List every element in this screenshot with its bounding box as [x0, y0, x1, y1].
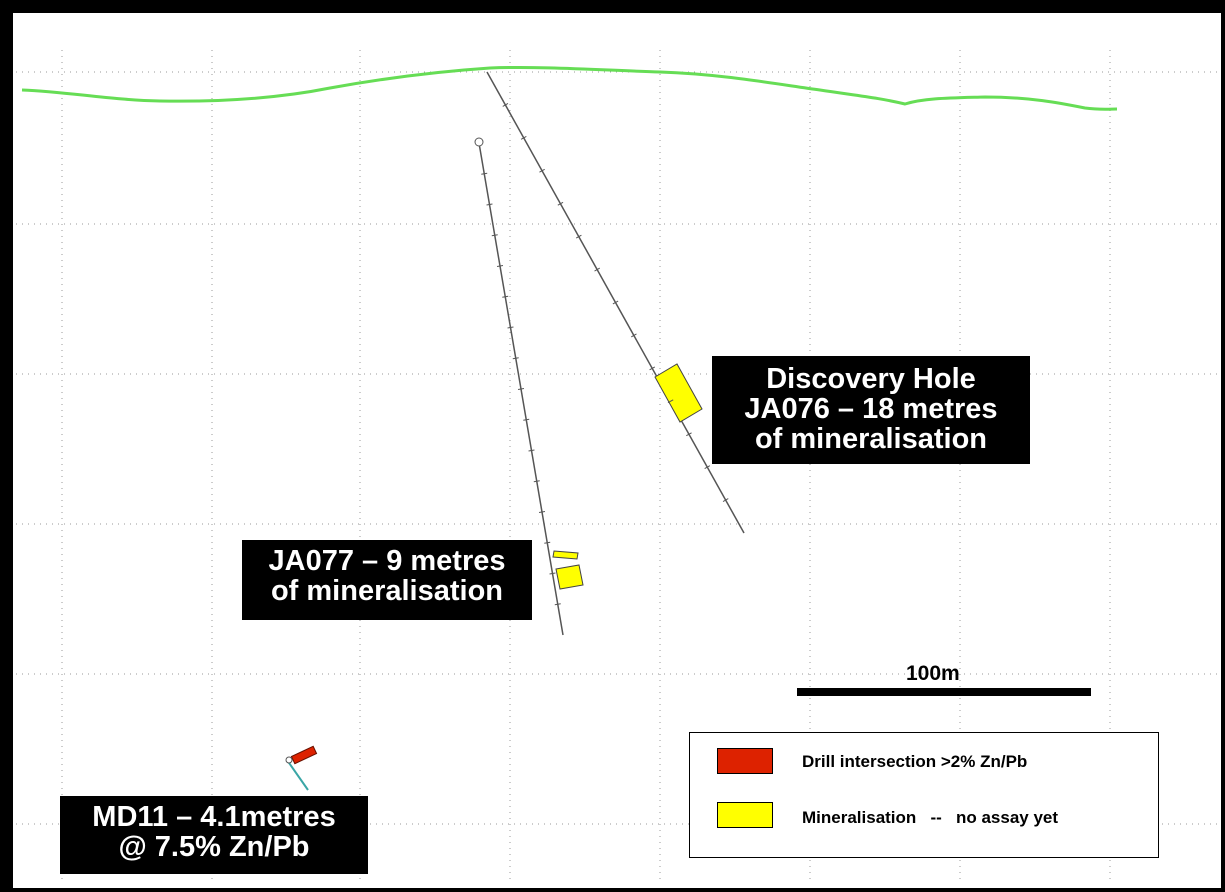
depth-tick	[722, 498, 729, 502]
callout-ja076: Discovery Hole JA076 – 18 metres of mine…	[712, 356, 1030, 464]
topography-line	[21, 65, 1118, 111]
depth-tick	[544, 541, 551, 544]
depth-tick	[686, 432, 692, 437]
depth-tick	[491, 234, 498, 237]
depth-tick	[575, 234, 582, 239]
depth-tick	[649, 366, 656, 371]
legend-swatch-intersection	[717, 748, 773, 774]
depth-tick	[502, 295, 509, 298]
scale-bar	[797, 688, 1091, 696]
collar-ja077	[474, 137, 484, 147]
depth-tick	[486, 203, 493, 206]
callout-ja077-line1: JA077 – 9 metres	[268, 545, 506, 577]
depth-tick	[594, 267, 601, 272]
mineralisation-ja077-lower	[555, 564, 584, 590]
callout-md11-line2: @ 7.5% Zn/Pb	[118, 831, 310, 864]
collar-md11	[285, 756, 293, 764]
legend: Drill intersection >2% Zn/Pb Mineralisat…	[689, 732, 1159, 858]
depth-tick	[502, 103, 509, 107]
depth-tick	[538, 511, 546, 513]
callout-md11: MD11 – 4.1metres @ 7.5% Zn/Pb	[60, 796, 368, 874]
depth-tick	[630, 333, 637, 338]
callout-md11-line1: MD11 – 4.1metres	[92, 801, 336, 833]
mineralisation-ja076	[654, 363, 703, 423]
depth-tick	[554, 603, 561, 606]
scale-bar-label: 100m	[906, 662, 960, 685]
depth-tick	[549, 572, 556, 575]
depth-tick	[512, 357, 519, 360]
depth-tick	[517, 388, 525, 390]
depth-ticks	[481, 103, 729, 606]
depth-tick	[667, 399, 674, 404]
depth-tick	[481, 172, 488, 175]
depth-tick	[520, 135, 527, 140]
grid-lines	[16, 50, 1218, 880]
mineralisation-ja077-upper	[552, 550, 579, 560]
depth-tick	[612, 300, 619, 305]
depth-tick	[557, 201, 564, 206]
legend-label-intersection: Drill intersection >2% Zn/Pb	[802, 752, 1028, 771]
depth-tick	[528, 449, 535, 452]
depth-tick	[533, 480, 540, 483]
depth-tick	[704, 465, 711, 470]
legend-swatch-mineralisation	[717, 802, 773, 828]
callout-ja077-line2: of mineralisation	[270, 575, 504, 608]
callout-ja076-line1: Discovery Hole	[766, 363, 976, 395]
depth-tick	[507, 326, 514, 329]
drill-trace-md11	[286, 759, 309, 791]
intersection-md11	[290, 745, 318, 765]
depth-tick	[496, 265, 504, 267]
depth-tick	[539, 168, 545, 173]
callout-ja076-line2: JA076 – 18 metres	[744, 393, 998, 426]
depth-tick	[523, 418, 530, 421]
callout-ja076-line3: of mineralisation	[754, 423, 988, 456]
callout-ja077: JA077 – 9 metres of mineralisation	[242, 540, 532, 620]
legend-label-mineralisation: Mineralisation -- no assay yet	[802, 808, 1059, 827]
